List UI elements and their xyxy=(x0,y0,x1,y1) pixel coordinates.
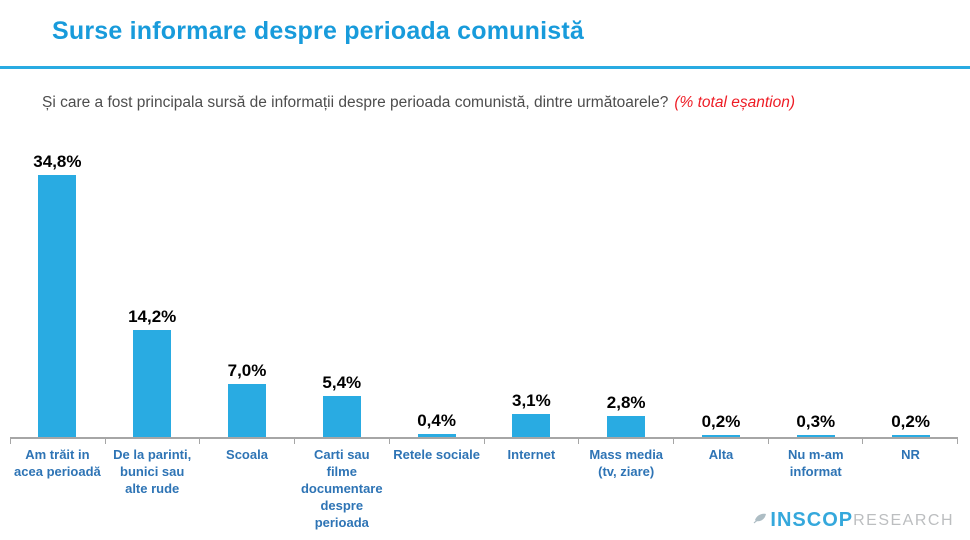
category-label: Scoala xyxy=(226,447,268,462)
bar-value-label: 2,8% xyxy=(606,393,646,412)
bar xyxy=(417,434,456,437)
bar-column: 7,0% xyxy=(200,361,295,437)
bar-column: 34,8% xyxy=(10,152,105,437)
bar-value-label: 34,8% xyxy=(33,152,82,171)
bar xyxy=(38,175,77,437)
bar-value-label: 0,2% xyxy=(701,412,741,431)
axis-tick-cell xyxy=(104,439,200,444)
logo-text-inscop: INSCOP xyxy=(770,509,854,531)
title-divider xyxy=(0,66,970,69)
bar xyxy=(607,416,646,437)
bar-columns: 34,8% 14,2% 7,0% 5,4% 0,4% 3,1% 2,8% 0,2% 0,3% 0,… xyxy=(10,140,958,437)
bar xyxy=(322,396,361,437)
category-label: Carti sau filme documentare despre perio… xyxy=(300,447,383,530)
axis-tick-cell xyxy=(578,439,673,444)
inscop-logo: INSCOP RESEARCH xyxy=(753,509,954,532)
chart-question: Și care a fost principala sursă de infor… xyxy=(42,94,795,112)
axis-tick-cell xyxy=(388,439,484,444)
bar-column: 2,8% xyxy=(579,393,674,437)
category-label: Alta xyxy=(708,447,734,462)
sample-note: (% total eșantion) xyxy=(674,94,795,111)
axis-tick-cell xyxy=(672,439,768,444)
bar xyxy=(227,384,266,437)
axis-tick-cell xyxy=(767,439,863,444)
bar-column: 14,2% xyxy=(105,307,200,437)
bar-column: 0,3% xyxy=(768,412,863,437)
category-labels: Am trăit in acea perioadă De la parinti, … xyxy=(10,447,958,531)
bar xyxy=(512,414,551,437)
bar xyxy=(133,330,172,437)
bar-value-label: 0,4% xyxy=(417,411,456,430)
axis-tick-cell xyxy=(483,439,579,444)
axis-tick-cell xyxy=(199,439,294,444)
bar-column: 0,4% xyxy=(389,411,484,437)
question-text: Și care a fost principala sursă de infor… xyxy=(42,94,669,111)
category-label: Nu m-am informat xyxy=(787,447,844,479)
page-title: Surse informare despre perioada comunist… xyxy=(52,17,584,45)
bar-column: 0,2% xyxy=(863,412,958,437)
bar xyxy=(701,435,740,437)
axis-tick-cell xyxy=(294,439,389,444)
bar-value-label: 7,0% xyxy=(227,361,267,380)
x-axis xyxy=(10,437,959,444)
bar-value-label: 0,3% xyxy=(796,412,836,431)
bar-column: 3,1% xyxy=(484,391,579,437)
bar-value-label: 14,2% xyxy=(128,307,177,326)
leaf-icon xyxy=(753,511,767,530)
logo-text-research: RESEARCH xyxy=(853,511,954,529)
category-label: Am trăit in acea perioadă xyxy=(14,447,101,479)
category-label: Mass media (tv, ziare) xyxy=(589,447,664,479)
bar-value-label: 0,2% xyxy=(891,412,930,431)
bar xyxy=(891,435,930,437)
bar-value-label: 3,1% xyxy=(512,391,551,410)
bar-chart: 34,8% 14,2% 7,0% 5,4% 0,4% 3,1% 2,8% 0,2% 0,3% 0,… xyxy=(10,140,958,437)
category-label: Internet xyxy=(507,447,556,462)
category-label: NR xyxy=(901,447,920,462)
bar xyxy=(796,435,835,437)
bar-column: 0,2% xyxy=(674,412,769,437)
bar-column: 5,4% xyxy=(294,373,389,437)
axis-tick-cell xyxy=(10,439,105,444)
bar-value-label: 5,4% xyxy=(322,373,362,392)
category-label: Retele sociale xyxy=(393,447,480,462)
category-label: De la parinti, bunici sau alte rude xyxy=(113,447,192,496)
axis-tick-cell xyxy=(862,439,959,444)
